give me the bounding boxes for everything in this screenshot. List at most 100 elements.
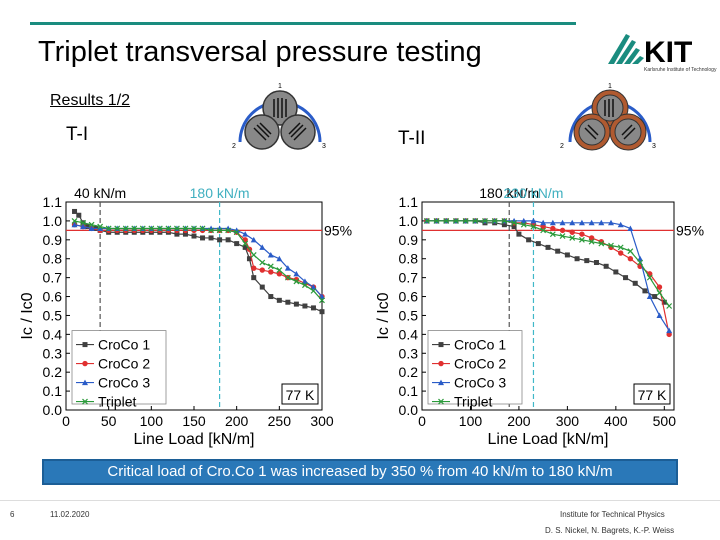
data-point-square — [84, 224, 90, 230]
data-point-cross — [559, 233, 566, 239]
temperature-box — [633, 383, 671, 405]
temperature-label: 77 K — [286, 387, 315, 403]
data-point-square — [76, 212, 82, 218]
critical-load-label: 40 kN/m — [74, 185, 126, 201]
data-point-cross — [462, 217, 469, 224]
slide-number: 6 — [10, 510, 15, 519]
x-tick-label: 0 — [418, 413, 426, 429]
x-tick-label: 50 — [101, 413, 117, 429]
data-point-triangle — [627, 225, 634, 231]
x-axis-label: Line Load [kN/m] — [134, 431, 255, 448]
data-point-triangle — [666, 327, 673, 334]
x-tick-label: 500 — [653, 413, 677, 429]
data-point-square — [501, 222, 507, 228]
data-point-cross — [284, 274, 291, 281]
y-tick-label: 0.7 — [399, 270, 419, 286]
schematic-num-1: 1 — [278, 83, 282, 90]
page-title: Triplet transversal pressure testing — [38, 36, 482, 68]
data-point-circle — [617, 250, 624, 256]
y-tick-label: 0.3 — [43, 345, 63, 361]
data-point-triangle — [569, 219, 576, 226]
data-point-cross — [472, 217, 479, 224]
y-tick-label: 0.8 — [399, 251, 419, 267]
y-tick-label: 0.4 — [399, 326, 419, 342]
panel-label-t2: T-II — [398, 128, 426, 149]
y-tick-label: 1.1 — [399, 194, 419, 210]
x-tick-label: 100 — [459, 413, 483, 429]
data-point-cross — [88, 221, 95, 228]
data-point-square — [225, 237, 231, 243]
y-tick-label: 0.0 — [399, 402, 419, 418]
legend-entry: Triplet — [98, 394, 136, 410]
y-tick-label: 0.2 — [399, 364, 419, 380]
data-point-circle — [627, 256, 634, 262]
data-point-circle — [251, 265, 257, 271]
data-point-cross — [540, 227, 547, 234]
legend-entry: CroCo 1 — [98, 337, 150, 353]
y-axis-label: Ic / Ic0 — [19, 292, 36, 339]
critical-load-label: 180 kN/m — [479, 185, 539, 201]
reference-line-label: 95% — [324, 222, 352, 238]
data-point-square — [82, 342, 88, 348]
data-point-cross — [148, 225, 155, 232]
data-point-cross — [80, 219, 86, 226]
data-point-triangle — [97, 225, 104, 231]
title-accent-line — [30, 22, 576, 25]
data-point-cross — [82, 398, 88, 405]
data-point-circle — [550, 225, 556, 232]
y-tick-label: 0.7 — [43, 270, 63, 286]
data-point-cross — [131, 225, 138, 232]
data-point-cross — [646, 274, 653, 281]
data-point-square — [319, 309, 325, 315]
data-point-triangle — [598, 219, 605, 226]
data-point-square — [191, 233, 197, 239]
data-point-cross — [598, 240, 605, 247]
results-subtitle: Results 1/2 — [50, 92, 131, 109]
data-point-cross — [302, 282, 308, 289]
data-point-square — [242, 244, 248, 250]
data-point-cross — [438, 398, 444, 405]
y-tick-label: 0.2 — [43, 364, 63, 380]
legend-entry: CroCo 3 — [454, 375, 506, 391]
data-point-square — [526, 237, 532, 243]
kit-logo: KIT Karlsruhe Institute of Technology — [608, 34, 717, 73]
data-point-circle — [569, 229, 575, 235]
y-tick-label: 1.1 — [43, 194, 63, 210]
data-point-cross — [250, 252, 257, 258]
data-point-square — [276, 297, 282, 303]
data-point-cross — [114, 225, 121, 232]
data-point-circle — [588, 235, 595, 241]
data-point-triangle — [301, 278, 308, 284]
data-point-triangle — [540, 219, 547, 226]
data-point-triangle — [559, 219, 566, 226]
footer-divider — [0, 500, 720, 501]
data-point-square — [632, 280, 638, 286]
y-tick-label: 0.1 — [43, 383, 63, 399]
data-point-square — [584, 258, 590, 264]
data-point-cross — [182, 225, 189, 232]
data-point-triangle — [267, 251, 274, 258]
y-tick-label: 0.1 — [399, 383, 419, 399]
data-point-triangle — [250, 236, 257, 243]
critical-load-label: 230 kN/m — [504, 185, 564, 201]
data-point-square — [652, 294, 658, 300]
data-point-square — [555, 248, 561, 254]
footer-institute: Institute for Technical Physics — [560, 510, 665, 519]
data-point-cross — [71, 217, 78, 224]
data-point-circle — [276, 271, 283, 277]
data-point-circle — [579, 231, 585, 237]
y-tick-label: 0.4 — [43, 326, 63, 342]
chart-t2: 0.0 0.1 0.2 0.3 0.4 0.5 0.6 0.7 0.8 0.9 1.0 1.1 0 100… — [375, 185, 704, 448]
data-point-cross — [608, 242, 614, 249]
data-point-square — [574, 256, 580, 262]
data-point-cross — [233, 229, 240, 236]
data-point-cross — [97, 223, 104, 230]
data-point-cross — [569, 235, 576, 241]
y-tick-label: 0.5 — [399, 307, 419, 323]
data-point-triangle — [82, 379, 88, 386]
x-tick-label: 250 — [268, 413, 292, 429]
data-point-cross — [319, 297, 325, 304]
data-point-square — [310, 305, 316, 311]
data-point-square — [251, 275, 257, 281]
data-point-cross — [165, 225, 172, 232]
